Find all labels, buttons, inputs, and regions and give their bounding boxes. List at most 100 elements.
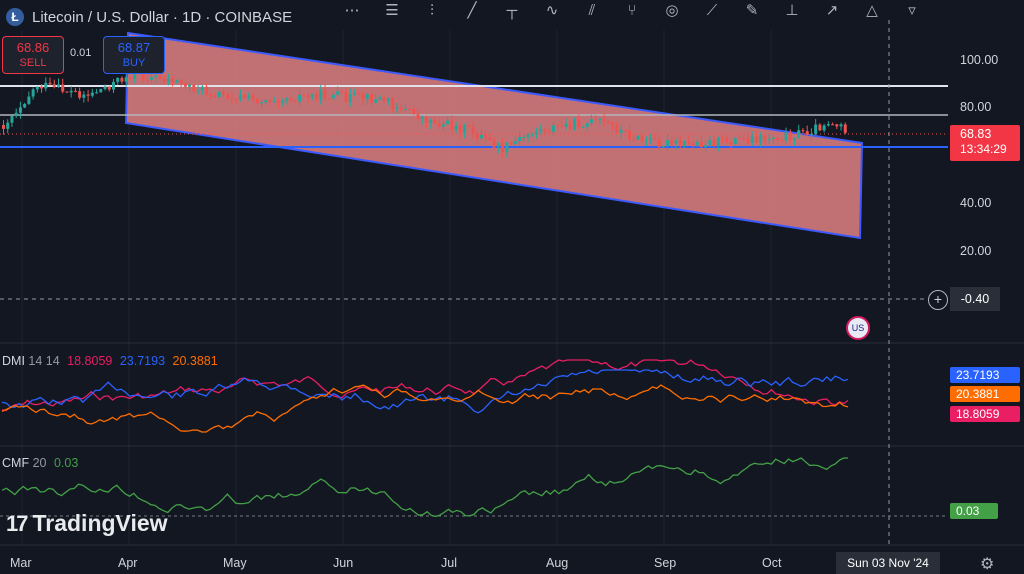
candle-body: [801, 130, 805, 132]
candle-body: [382, 97, 386, 102]
cmf-legend[interactable]: CMF 20 0.03: [2, 456, 78, 470]
cmf-value: 0.03: [53, 456, 79, 470]
vertical-line-icon[interactable]: ┬: [506, 1, 518, 19]
triangle-icon[interactable]: △: [866, 2, 878, 19]
candle-body: [141, 72, 145, 80]
add-alert-plus-icon[interactable]: +: [928, 290, 948, 310]
cmf-series[interactable]: [1, 457, 848, 518]
candle-body: [52, 84, 56, 87]
descending-channel[interactable]: [124, 31, 864, 240]
candle-body: [361, 93, 365, 100]
candle-body: [357, 93, 361, 95]
candle-body: [661, 145, 665, 148]
sell-button[interactable]: 68.86 SELL: [2, 36, 64, 74]
fib-retracement-icon[interactable]: ☰: [385, 2, 399, 19]
anchor-icon[interactable]: ⊥: [785, 2, 799, 19]
ray-icon[interactable]: ⟋: [706, 1, 718, 19]
candle-body: [226, 94, 230, 99]
candle-body: [754, 136, 758, 143]
buy-label: BUY: [122, 57, 146, 69]
candle-body: [289, 98, 293, 101]
candle-body: [217, 91, 221, 97]
candle-body: [386, 97, 390, 102]
dmi-adx: 20.3881: [172, 354, 218, 368]
cmf-line[interactable]: [1, 457, 848, 518]
buy-price: 68.87: [117, 40, 151, 55]
time-axis-label: Mar: [10, 556, 32, 570]
candle-body: [251, 95, 255, 99]
candle-body: [606, 121, 610, 123]
candle-body: [243, 95, 247, 99]
candle-body: [805, 131, 809, 135]
candle-body: [822, 125, 826, 131]
buy-button[interactable]: 68.87 BUY: [103, 36, 165, 74]
candle-body: [729, 142, 733, 145]
candle-body: [56, 84, 60, 87]
scatter-icon[interactable]: ⋯: [344, 2, 360, 19]
candle-body: [82, 94, 86, 98]
sell-label: SELL: [19, 57, 47, 69]
candle-body: [441, 124, 445, 127]
candle-body: [196, 90, 200, 92]
candle-body: [839, 124, 843, 127]
candle-body: [556, 125, 560, 127]
candle-body: [721, 137, 725, 139]
candle-body: [378, 97, 382, 100]
candle-body: [213, 95, 217, 97]
candle-body: [399, 107, 403, 110]
symbol-title[interactable]: Litecoin / U.S. Dollar · 1D · COINBASE: [32, 8, 293, 26]
candle-body: [666, 140, 670, 146]
candle-body: [560, 125, 564, 127]
candles-tool-icon[interactable]: ⫶: [430, 1, 434, 19]
candle-body: [653, 138, 657, 140]
path-icon[interactable]: ∿: [545, 2, 559, 19]
trend-line-icon[interactable]: ╱: [467, 2, 477, 19]
dmi-series[interactable]: [1, 359, 849, 433]
us-flag-events-icon[interactable]: US: [846, 316, 870, 340]
candle-body: [594, 119, 598, 121]
candle-body: [255, 98, 259, 104]
candle-body: [649, 138, 653, 141]
candle-body: [699, 142, 703, 148]
candle-body: [670, 140, 674, 144]
symbol-header[interactable]: Ł Litecoin / U.S. Dollar · 1D · COINBASE: [0, 0, 292, 34]
candle-body: [488, 137, 492, 141]
sell-price: 68.86: [16, 40, 50, 55]
candlestick-series[interactable]: [2, 69, 847, 158]
candle-body: [539, 129, 543, 132]
candle-body: [403, 108, 407, 110]
dmi-minus-di-line[interactable]: [1, 369, 849, 414]
dmi-legend[interactable]: DMI 14 14 18.8059 23.7193 20.3881: [2, 354, 218, 368]
candle-body: [145, 79, 149, 81]
candle-body: [433, 120, 437, 124]
candle-body: [298, 95, 302, 102]
candle-body: [120, 77, 124, 82]
settings-gear-icon[interactable]: ⚙: [980, 556, 995, 573]
cycle-icon[interactable]: ◎: [665, 2, 679, 19]
candle-body: [598, 119, 602, 121]
time-axis-label: Jun: [333, 556, 354, 570]
candle-body: [793, 137, 797, 140]
candle-body: [315, 93, 319, 101]
time-axis-label: Jul: [441, 556, 457, 570]
candle-body: [158, 75, 162, 80]
candle-body: [716, 137, 720, 146]
dmi-plus-di-line[interactable]: [1, 359, 849, 412]
candle-body: [230, 98, 234, 100]
time-axis-label: May: [223, 556, 247, 570]
dmi-adx-tag: 20.3881: [950, 386, 1020, 402]
arrow-icon[interactable]: ↗: [825, 2, 839, 19]
candle-body: [107, 86, 111, 90]
candle-body: [340, 91, 344, 93]
dmi-adx-line[interactable]: [1, 384, 849, 433]
brush-icon[interactable]: ✎: [745, 2, 759, 19]
candle-body: [272, 101, 276, 103]
parallel-channel-icon[interactable]: ⫽: [588, 1, 596, 19]
pitchfork-icon[interactable]: ⑂: [627, 1, 637, 19]
candle-body: [543, 129, 547, 132]
candle-body: [103, 86, 107, 89]
candle-body: [733, 138, 737, 145]
more-tools-icon[interactable]: ▿: [908, 2, 916, 19]
cmf-value-tag: 0.03: [950, 503, 998, 519]
